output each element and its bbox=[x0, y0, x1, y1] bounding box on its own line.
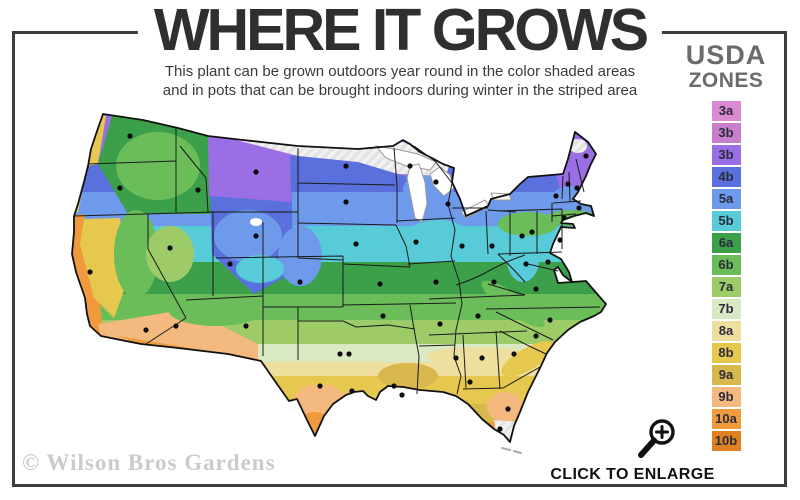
zone-chip-10a-14: 10a bbox=[711, 409, 741, 430]
florida-keys bbox=[501, 447, 522, 454]
zone-chip-4b-3: 4b bbox=[711, 167, 741, 188]
header: WHERE IT GROWS This plant can be grown o… bbox=[137, 0, 663, 103]
zone-chip-list: 3a 3b 3b 4b 5a 5b 6a 6b 7a 7b 8a 8b 9a 9b 10a 10b bbox=[684, 101, 768, 452]
zone-chip-9a-12: 9a bbox=[711, 365, 741, 386]
zone-chip-9b-13: 9b bbox=[711, 387, 741, 408]
zone-chip-10b-15: 10b bbox=[711, 431, 741, 452]
subtitle-line-1: This plant can be grown outdoors year ro… bbox=[164, 63, 636, 81]
watermark: © Wilson Bros Gardens bbox=[22, 450, 276, 475]
striped-area-maine bbox=[569, 139, 587, 153]
zone-chip-6a-6: 6a bbox=[711, 233, 741, 254]
click-to-enlarge-button[interactable]: CLICK TO ENLARGE bbox=[545, 416, 720, 484]
city-dots bbox=[87, 133, 589, 432]
legend-title-usda: USDA bbox=[685, 40, 767, 70]
usda-zones-legend: USDA ZONES 3a 3b 3b 4b 5a 5b 6a 6b 7a 7b 8a 8b 9a 9b 1… bbox=[684, 42, 768, 453]
page-title: WHERE IT GROWS bbox=[153, 0, 649, 63]
zone-chip-3b-2: 3b bbox=[711, 145, 741, 166]
usa-hardiness-zone-map[interactable] bbox=[58, 104, 620, 456]
zone-shading bbox=[72, 114, 606, 442]
legend-title-zones: ZONES bbox=[688, 69, 764, 92]
zone-chip-7b-9: 7b bbox=[711, 299, 741, 320]
zone-chip-7a-8: 7a bbox=[711, 277, 741, 298]
magnifier-plus-icon[interactable] bbox=[633, 416, 679, 464]
zone-chip-8b-11: 8b bbox=[711, 343, 741, 364]
zone-chip-3b-1: 3b bbox=[711, 123, 741, 144]
state-borders bbox=[73, 128, 601, 395]
zone-chip-6b-7: 6b bbox=[711, 255, 741, 276]
zone-chip-5a-4: 5a bbox=[711, 189, 741, 210]
zone-chip-5b-5: 5b bbox=[711, 211, 741, 232]
zone-chip-8a-10: 8a bbox=[711, 321, 741, 342]
us-outline bbox=[71, 113, 607, 443]
subtitle-line-2: and in pots that can be brought indoors … bbox=[162, 81, 638, 99]
enlarge-label: CLICK TO ENLARGE bbox=[550, 466, 715, 483]
zone-chip-3a-0: 3a bbox=[711, 101, 741, 122]
